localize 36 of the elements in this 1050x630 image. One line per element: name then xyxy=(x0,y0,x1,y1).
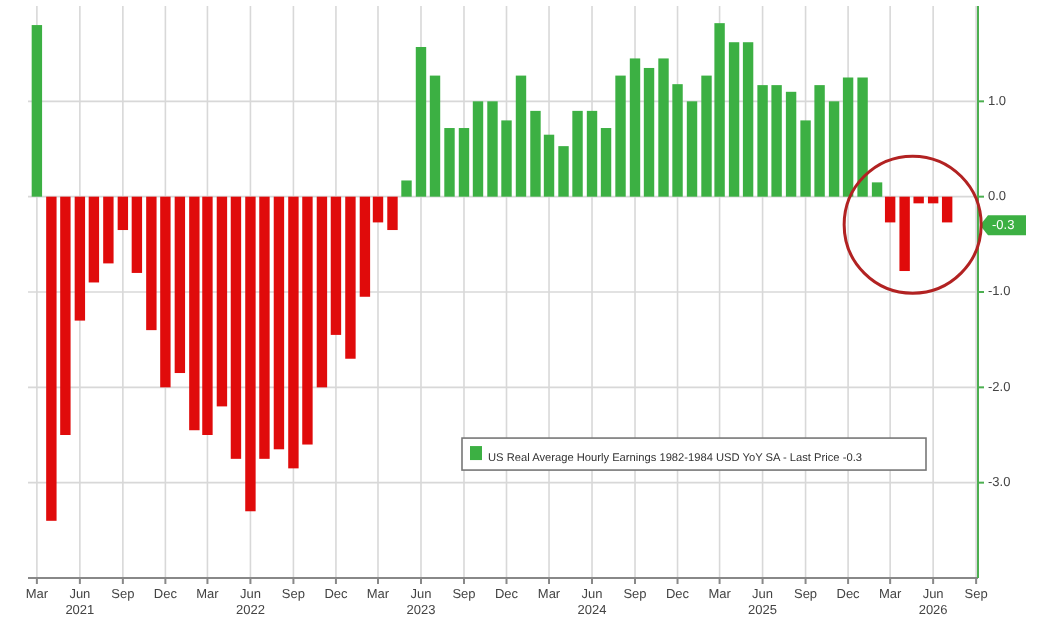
bar xyxy=(941,196,953,223)
bar xyxy=(117,196,129,231)
bar xyxy=(728,42,740,197)
bar xyxy=(131,196,143,273)
bar xyxy=(74,196,86,321)
bar xyxy=(458,128,470,197)
bar xyxy=(330,196,342,335)
bar xyxy=(586,110,598,197)
bar xyxy=(216,196,228,407)
bar xyxy=(515,75,527,197)
bar xyxy=(785,91,797,197)
bar xyxy=(31,25,43,197)
bar xyxy=(174,196,186,374)
bar xyxy=(273,196,285,450)
bar xyxy=(643,67,655,197)
bar xyxy=(230,196,242,459)
bar xyxy=(415,46,427,197)
bar xyxy=(742,42,754,197)
bar xyxy=(600,128,612,197)
bar xyxy=(429,75,441,197)
bar xyxy=(629,58,641,197)
bar xyxy=(345,196,356,359)
bar xyxy=(615,75,626,197)
bar xyxy=(842,77,854,197)
bar xyxy=(686,101,698,197)
bar xyxy=(871,182,883,197)
bar xyxy=(857,77,868,197)
bar xyxy=(472,101,484,197)
bar xyxy=(444,128,455,197)
bar xyxy=(884,196,896,223)
bar xyxy=(401,180,412,197)
bar xyxy=(103,196,114,264)
bar xyxy=(828,101,840,197)
bar xyxy=(88,196,100,283)
bar xyxy=(387,196,398,231)
bar xyxy=(316,196,328,388)
